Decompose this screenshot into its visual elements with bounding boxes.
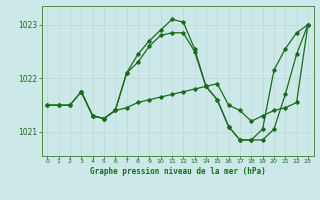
X-axis label: Graphe pression niveau de la mer (hPa): Graphe pression niveau de la mer (hPa): [90, 167, 266, 176]
